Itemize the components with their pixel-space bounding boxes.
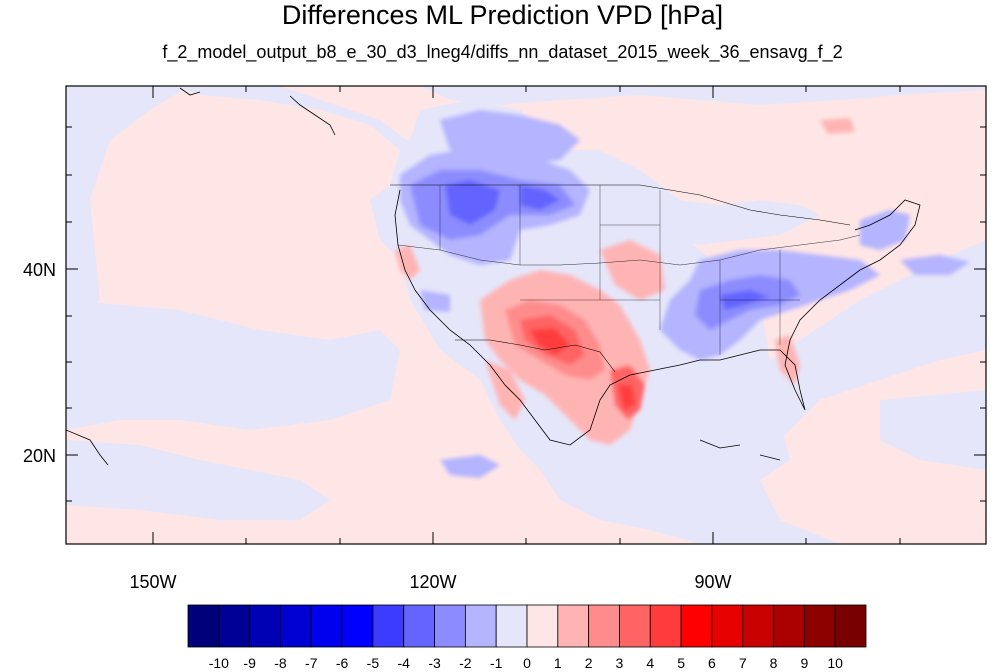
plot-subtitle: f_2_model_output_b8_e_30_d3_lneg4/diffs_… [162, 42, 843, 62]
colorbar-swatch [742, 604, 774, 648]
lon-label-120w: 120W [409, 572, 456, 592]
caribbean-islands [699, 439, 781, 461]
colorbar-swatch [218, 604, 251, 648]
colorbar-level-label: 1 [554, 655, 562, 671]
colorbar-swatch [249, 604, 281, 648]
colorbar-swatch [526, 604, 559, 648]
colorbar-swatch [403, 604, 435, 648]
colorbar-swatch [680, 604, 713, 648]
map-field-patches [66, 86, 986, 544]
pacific-pink-region [66, 86, 700, 544]
us-coastline [394, 189, 921, 446]
colorbar-level-label: -4 [398, 655, 411, 671]
colorbar-level-label: -10 [209, 655, 229, 671]
pacific-central-lavender [66, 300, 400, 430]
colorbar-swatch [557, 604, 590, 648]
lat-label-20n: 20N [23, 446, 56, 466]
pacific-northwest-lavender [66, 86, 200, 330]
state-lines-vertical [439, 185, 781, 355]
colorbar-level-label: -5 [367, 655, 380, 671]
colorbar-swatch [495, 604, 528, 648]
colorbar-level-label: -2 [459, 655, 472, 671]
colorbar-level-label: -3 [428, 655, 441, 671]
colorbar-swatch [834, 604, 867, 648]
left-axis-ticks [66, 126, 986, 502]
colorbar-level-label: -9 [243, 655, 256, 671]
colorbar-swatch [434, 604, 466, 648]
plot-title: Differences ML Prediction VPD [hPa] [281, 0, 724, 30]
colorbar [187, 604, 867, 648]
colorbar-level-label: 9 [800, 655, 808, 671]
bc-coast [289, 95, 336, 136]
colorbar-swatch [280, 604, 312, 648]
lat-label-40n: 40N [23, 260, 56, 280]
pacific-south-lavender [66, 440, 330, 520]
colorbar-level-label: 2 [585, 655, 593, 671]
coastlines-and-borders [66, 87, 921, 466]
colorbar-level-label: 3 [616, 655, 624, 671]
lon-label-90w: 90W [694, 572, 731, 592]
bottom-axis-ticks [152, 86, 901, 544]
colorbar-level-label: -8 [274, 655, 287, 671]
colorbar-level-label: 10 [827, 655, 843, 671]
colorbar-labels: -10 -9 -8 -7 -6 -5 -4 -3 -2 -1 0 1 2 3 4 5 6 7 8 9 10 [209, 655, 843, 671]
colorbar-swatch [187, 604, 220, 648]
us-canada-border [390, 184, 851, 226]
gulf-lavender-region [640, 410, 790, 480]
colorbar-swatch [341, 604, 374, 648]
state-line-1 [397, 234, 861, 266]
atlantic-lavender-region [880, 390, 986, 470]
colorbar-level-label: 4 [646, 655, 654, 671]
colorbar-swatch [310, 604, 343, 648]
alaska-coast [179, 87, 201, 96]
colorbar-level-label: 7 [739, 655, 747, 671]
colorbar-swatch [464, 604, 497, 648]
colorbar-level-label: 6 [708, 655, 716, 671]
colorbar-swatch [803, 604, 836, 648]
colorbar-swatch [649, 604, 682, 648]
colorbar-swatch [588, 604, 620, 648]
hawaii-islands [66, 429, 109, 466]
colorbar-swatch [619, 604, 651, 648]
colorbar-level-label: -6 [336, 655, 349, 671]
state-lines-horizontal [520, 224, 800, 301]
colorbar-level-label: 5 [677, 655, 685, 671]
colorbar-level-label: 0 [523, 655, 531, 671]
colorbar-swatch [711, 604, 744, 648]
colorbar-swatch [372, 604, 405, 648]
us-mexico-border [455, 339, 616, 373]
colorbar-level-label: -7 [305, 655, 318, 671]
colorbar-level-label: 8 [770, 655, 778, 671]
colorbar-swatch [773, 604, 805, 648]
lon-label-150w: 150W [129, 572, 176, 592]
colorbar-level-label: -1 [490, 655, 503, 671]
